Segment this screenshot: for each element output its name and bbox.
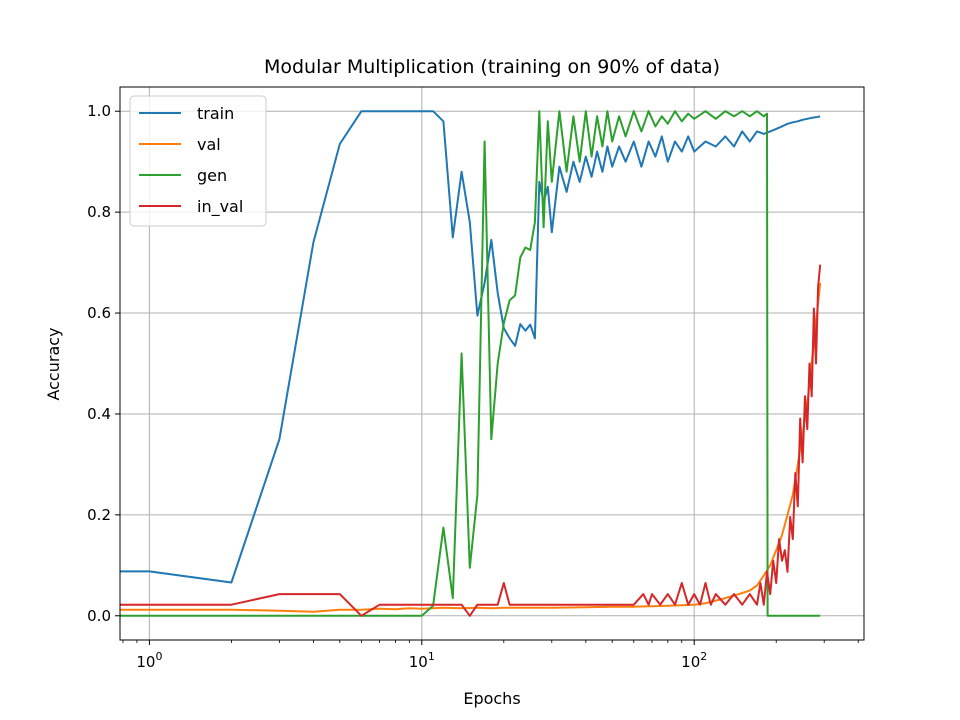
legend-label: val — [197, 135, 221, 154]
axes-frame — [119, 86, 865, 641]
series-line-in-val — [120, 264, 822, 617]
legend-label: gen — [197, 166, 227, 185]
x-tick-label: 102 — [681, 650, 707, 671]
legend: train val gen in_val — [129, 95, 267, 227]
y-axis-label: Accuracy — [44, 327, 63, 400]
legend-label: in_val — [197, 197, 243, 217]
x-tick-label: 100 — [136, 650, 162, 671]
axis-ticks: 0.0 0.2 0.4 0.6 0.8 1.0 100 101 102 — [87, 102, 859, 671]
legend-box — [129, 95, 267, 227]
x-tick-label: 101 — [409, 650, 435, 671]
y-tick-label: 0.2 — [87, 506, 111, 524]
y-tick-label: 0.4 — [87, 405, 111, 423]
y-tick-label: 0.8 — [87, 203, 111, 221]
series-line-train — [120, 110, 821, 584]
x-axis-label: Epochs — [463, 689, 520, 708]
series-line-val — [120, 282, 822, 613]
y-tick-label: 0.0 — [87, 607, 111, 625]
legend-label: train — [197, 104, 234, 123]
y-tick-label: 0.6 — [87, 304, 111, 322]
y-tick-label: 1.0 — [87, 102, 111, 120]
plot-area — [120, 110, 822, 617]
chart-title: Modular Multiplication (training on 90% … — [264, 56, 720, 78]
